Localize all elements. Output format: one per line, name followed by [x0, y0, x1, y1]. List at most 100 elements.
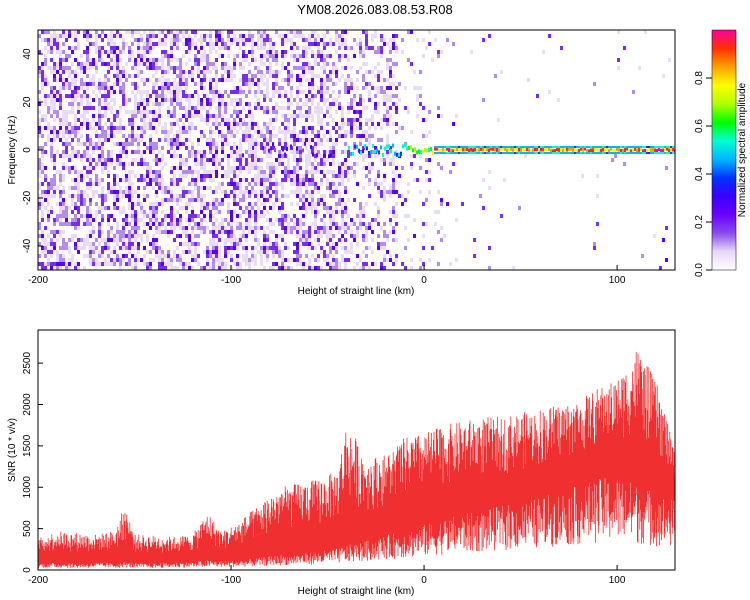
- heatmap-cell: [221, 114, 224, 118]
- heatmap-cell: [173, 150, 176, 154]
- heatmap-cell: [254, 238, 257, 242]
- heatmap-cell: [158, 106, 161, 110]
- heatmap-cell: [128, 162, 131, 166]
- heatmap-band-cell: [540, 152, 542, 154]
- heatmap-band-cell: [600, 152, 602, 154]
- heatmap-band-cell: [578, 148, 580, 153]
- heatmap-cell: [44, 262, 47, 266]
- heatmap-cell: [266, 66, 269, 70]
- heatmap-band-cell: [438, 146, 440, 148]
- heatmap-band-cell: [648, 146, 650, 148]
- heatmap-band-cell: [652, 147, 654, 152]
- heatmap-cell: [149, 226, 152, 230]
- heatmap-cell: [101, 154, 104, 158]
- y-tick-label: -40: [22, 238, 33, 253]
- heatmap-cell: [77, 102, 80, 106]
- heatmap-cell: [299, 234, 302, 238]
- heatmap-cell: [47, 242, 50, 246]
- heatmap-cell: [137, 146, 140, 150]
- heatmap-cell: [203, 214, 206, 218]
- heatmap-cell: [320, 182, 323, 186]
- heatmap-cell: [170, 110, 173, 114]
- heatmap-cell: [254, 82, 257, 86]
- heatmap-cell: [230, 130, 233, 134]
- heatmap-cell: [140, 174, 143, 178]
- heatmap-cell: [233, 34, 236, 38]
- heatmap-cell: [185, 82, 188, 86]
- heatmap-cell: [335, 122, 338, 126]
- heatmap-cell: [146, 234, 149, 238]
- heatmap-cell: [167, 222, 170, 226]
- heatmap-cell: [350, 166, 353, 170]
- heatmap-cell: [362, 54, 365, 58]
- heatmap-band-cell: [396, 152, 398, 157]
- heatmap-cell: [260, 38, 263, 42]
- heatmap-cell: [302, 238, 305, 242]
- heatmap-cell: [302, 70, 305, 74]
- heatmap-cell: [239, 170, 242, 174]
- heatmap-cell: [68, 74, 71, 78]
- heatmap-cell: [221, 38, 224, 42]
- heatmap-cell: [122, 126, 125, 130]
- heatmap-cell: [173, 254, 176, 258]
- heatmap-cell: [47, 38, 50, 42]
- heatmap-cell: [395, 110, 398, 114]
- heatmap-cell: [53, 218, 56, 222]
- heatmap-cell: [191, 74, 194, 78]
- heatmap-cell: [50, 98, 53, 102]
- heatmap-cell: [65, 154, 68, 158]
- heatmap-cell: [101, 218, 104, 222]
- heatmap-cell: [269, 230, 272, 234]
- heatmap-cell: [248, 166, 251, 170]
- heatmap-cell: [71, 202, 74, 206]
- heatmap-cell: [284, 242, 287, 246]
- heatmap-cell: [260, 62, 263, 66]
- heatmap-cell: [293, 222, 296, 226]
- heatmap-cell: [38, 118, 41, 122]
- heatmap-cell: [47, 186, 50, 190]
- heatmap-band-cell: [650, 148, 652, 153]
- heatmap-band-cell: [520, 147, 522, 152]
- heatmap-cell: [290, 54, 293, 58]
- heatmap-cell: [251, 74, 254, 78]
- heatmap-cell: [311, 74, 314, 78]
- heatmap-band-cell: [348, 145, 350, 150]
- heatmap-cell: [296, 170, 299, 174]
- heatmap-band-cell: [562, 146, 564, 148]
- heatmap-cell: [248, 170, 251, 174]
- heatmap-cell: [146, 194, 149, 198]
- heatmap-cell: [179, 62, 182, 66]
- heatmap-cell: [263, 202, 266, 206]
- heatmap-cell: [209, 202, 212, 206]
- heatmap-cell: [182, 250, 185, 254]
- heatmap-band-cell: [594, 146, 596, 148]
- heatmap-cell: [233, 238, 236, 242]
- heatmap-cell: [146, 146, 149, 150]
- heatmap-cell: [392, 74, 395, 78]
- heatmap-cell: [68, 126, 71, 130]
- heatmap-cell: [110, 162, 113, 166]
- heatmap-cell: [200, 82, 203, 86]
- heatmap-cell: [242, 106, 245, 110]
- heatmap-cell: [275, 234, 278, 238]
- heatmap-cell: [173, 86, 176, 90]
- heatmap-cell: [371, 134, 374, 138]
- heatmap-cell: [332, 90, 335, 94]
- heatmap-cell: [320, 126, 323, 130]
- heatmap-band-cell: [502, 146, 504, 151]
- heatmap-cell: [44, 126, 47, 130]
- heatmap-cell: [89, 178, 92, 182]
- heatmap-cell: [251, 138, 254, 142]
- heatmap-band-cell: [500, 146, 502, 148]
- heatmap-cell: [92, 74, 95, 78]
- heatmap-cell: [251, 250, 254, 254]
- heatmap-cell: [392, 206, 395, 210]
- heatmap-cell: [86, 54, 89, 58]
- heatmap-band-cell: [606, 152, 608, 154]
- heatmap-band-cell: [602, 147, 604, 152]
- heatmap-cell: [137, 242, 140, 246]
- heatmap-cell: [293, 242, 296, 246]
- heatmap-cell: [275, 62, 278, 66]
- heatmap-cell: [275, 198, 278, 202]
- heatmap-cell: [245, 130, 248, 134]
